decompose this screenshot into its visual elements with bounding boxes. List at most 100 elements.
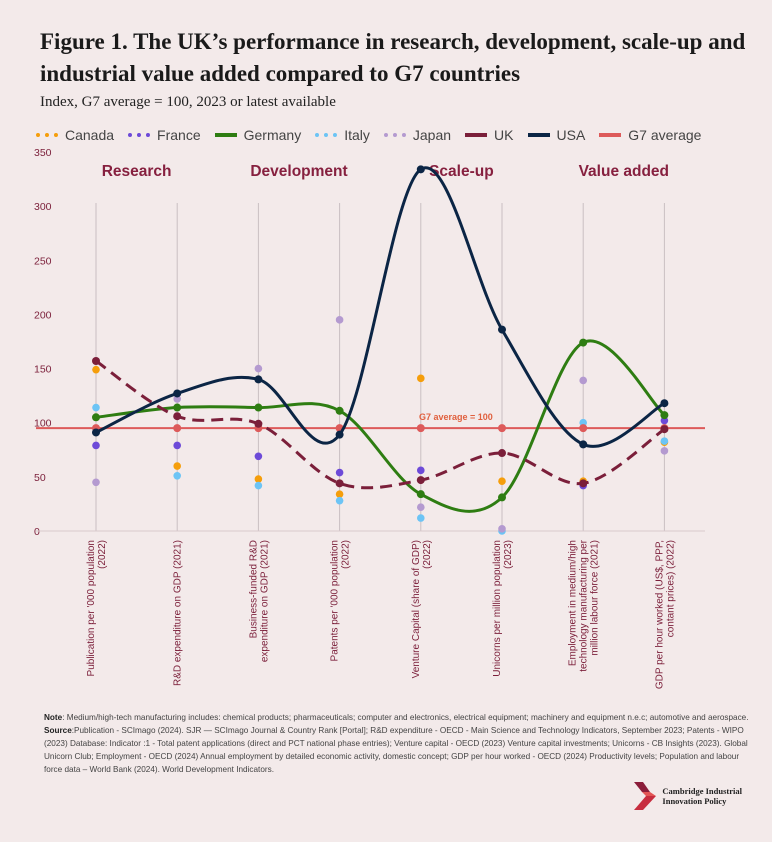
legend-swatch-usa [527, 133, 550, 137]
data-point-uk [254, 419, 263, 428]
data-point-germany [416, 490, 425, 499]
chart-legend: Canada France Germany Italy Japan UK USA G7 ave… [36, 127, 705, 143]
data-point-germany [173, 403, 182, 412]
y-tick-label: 0 [34, 526, 40, 538]
data-point-japan [335, 316, 344, 324]
legend-label: Germany [243, 127, 302, 143]
data-point-japan [92, 478, 100, 487]
data-point-japan [660, 447, 669, 455]
figure-title: Figure 1. The UK’s performance in resear… [40, 29, 746, 86]
data-point-uk [416, 476, 425, 485]
legend-label: USA [556, 127, 586, 143]
data-point-canada [417, 374, 425, 383]
legend-item-usa[interactable]: USA [527, 127, 586, 143]
x-tick-label-line: (2022) [341, 540, 352, 569]
x-tick-label-line: R&D expenditure on GDP (2021) [173, 540, 184, 686]
logo-line1: Cambridge Industrial [662, 786, 742, 796]
data-point-canada [173, 462, 181, 470]
data-point-germany [92, 413, 100, 422]
x-tick-label-line: Publication per '000 population [86, 540, 97, 676]
cambridge-logo: Cambridge Industrial Innovation Policy [634, 782, 742, 810]
x-tick-label: Employment in medium/hightechnology manu… [568, 539, 601, 671]
data-point-usa [498, 325, 506, 334]
group-label: Scale-up [429, 163, 494, 180]
data-point-g7-average [416, 424, 425, 433]
data-point-usa [335, 430, 344, 439]
footer: Note: Medium/high-tech manufacturing inc… [44, 711, 756, 810]
legend-item-italy[interactable]: Italy [315, 127, 370, 143]
data-point-japan [498, 525, 506, 533]
legend-swatch-germany [214, 133, 237, 137]
y-tick-label: 350 [34, 147, 52, 159]
data-point-usa [92, 428, 100, 437]
data-point-usa [416, 165, 425, 174]
legend-item-canada[interactable]: Canada [36, 127, 114, 143]
x-tick-label-line: Venture Capital (share of GDP) [411, 540, 422, 678]
legend-label: Italy [344, 127, 370, 143]
data-point-g7-average [173, 424, 182, 433]
data-point-uk [92, 356, 100, 365]
data-point-canada [498, 477, 506, 485]
legend-swatch-japan [383, 133, 406, 137]
data-point-uk [579, 479, 588, 488]
data-point-usa [254, 375, 263, 384]
data-point-germany [579, 338, 588, 347]
y-tick-label: 250 [34, 255, 52, 267]
logo-mark-icon [634, 782, 657, 810]
x-tick-label: Patents per '000 population(2022) [330, 540, 352, 661]
x-tick-label: R&D expenditure on GDP (2021) [173, 540, 184, 686]
data-point-usa [660, 399, 669, 408]
chart-svg: 0 50 100 150 200 250 300 350 Research Development… [34, 147, 705, 689]
legend-label: France [157, 127, 201, 143]
data-point-canada [335, 490, 344, 498]
data-point-france [417, 466, 425, 475]
data-point-canada [92, 365, 100, 374]
data-point-japan [254, 364, 263, 373]
data-point-japan [579, 376, 587, 385]
x-tick-label-line: (2022) [97, 540, 108, 569]
series-line-usa [95, 166, 666, 448]
data-point-uk [335, 479, 344, 488]
data-point-italy [92, 403, 100, 412]
data-point-italy [660, 437, 669, 445]
x-tick-label-line: GDP per hour worked (US$, PPP, [654, 540, 665, 689]
data-point-france [173, 441, 181, 450]
x-tick-label-line: (2022) [422, 540, 433, 569]
data-point-usa [579, 440, 588, 449]
x-tick-label: Unicorns per million population(2023) [492, 540, 514, 677]
legend-swatch-canada [36, 133, 58, 137]
data-point-uk [498, 449, 506, 458]
logo-line2: Innovation Policy [662, 796, 727, 806]
data-point-japan [417, 503, 425, 511]
data-point-france [254, 452, 263, 461]
legend-item-japan[interactable]: Japan [383, 127, 452, 143]
legend-item-uk[interactable]: UK [465, 127, 514, 143]
data-point-france [92, 441, 100, 450]
legend-item-g7-average[interactable]: G7 average [599, 127, 701, 143]
y-tick-label: 200 [34, 309, 52, 321]
notes: Note: Medium/high-tech manufacturing inc… [44, 711, 756, 776]
g7-annotation: G7 average = 100 [419, 412, 493, 422]
y-tick-label: 150 [34, 364, 52, 376]
data-point-germany [660, 411, 669, 420]
x-tick-label-line: technology manufacturing per [579, 539, 590, 671]
legend-item-france[interactable]: France [128, 127, 201, 143]
x-tick-label-line: million labour force (2021) [590, 540, 601, 656]
x-tick-label: GDP per hour worked (US$, PPP,contant pr… [654, 540, 676, 689]
data-point-usa [173, 389, 182, 398]
x-tick-label-line: contant prices) (2022) [665, 540, 676, 637]
legend-label: Japan [412, 127, 452, 143]
data-point-italy [335, 496, 344, 505]
x-tick-label-line: Business-funded R&D [248, 540, 259, 638]
data-point-italy [173, 471, 181, 480]
legend-label: UK [494, 127, 514, 143]
data-point-italy [254, 481, 263, 490]
legend-swatch-france [128, 133, 151, 137]
x-tick-label-line: Employment in medium/high [568, 540, 579, 666]
data-point-g7-average [579, 424, 588, 433]
legend-swatch-uk [465, 133, 488, 137]
x-tick-label: Business-funded R&Dexpenditure on GDP (2… [248, 540, 270, 662]
data-point-italy [417, 514, 425, 522]
data-point-france [335, 468, 344, 477]
legend-item-germany[interactable]: Germany [214, 127, 302, 143]
